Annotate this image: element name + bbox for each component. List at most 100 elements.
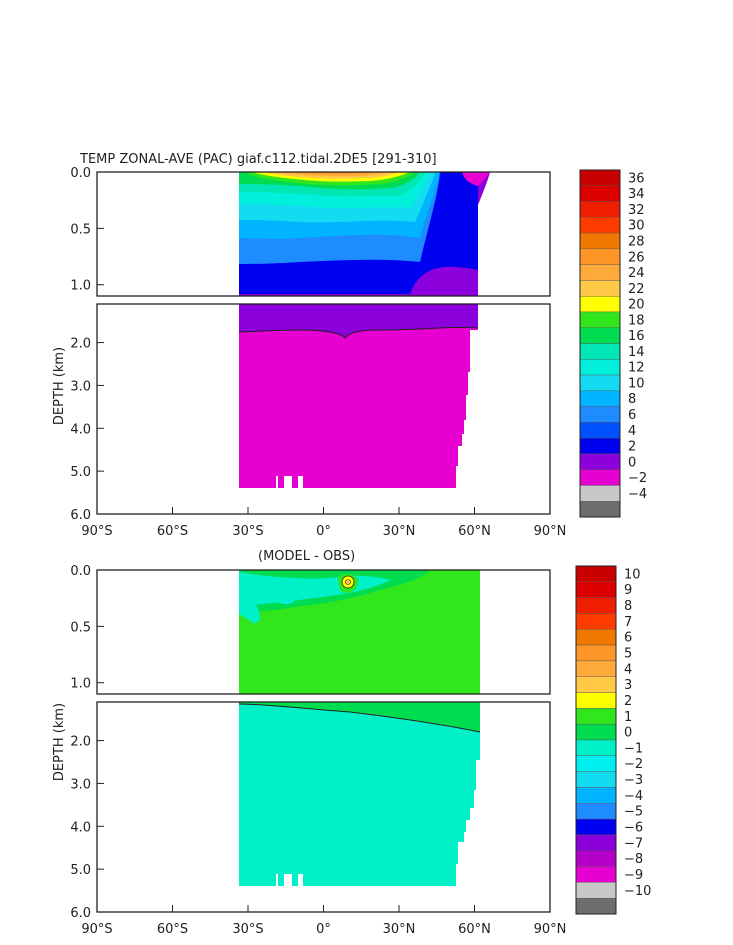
colorbar-label: −4 bbox=[624, 789, 643, 804]
y-tick-label: 4.0 bbox=[70, 422, 91, 437]
colorbar-swatch bbox=[575, 834, 617, 851]
colorbar-swatch bbox=[575, 803, 617, 820]
colorbar-swatch bbox=[579, 264, 621, 281]
colorbar-label: 14 bbox=[628, 345, 645, 360]
x-tick-label: 30°S bbox=[232, 524, 263, 539]
colorbar-swatch bbox=[579, 359, 621, 376]
colorbar-swatch bbox=[575, 581, 617, 598]
colorbar-frame bbox=[579, 169, 621, 518]
colorbar-label: 28 bbox=[628, 234, 645, 249]
y-tick-label: 6.0 bbox=[70, 906, 91, 921]
y-tick-label: 4.0 bbox=[70, 820, 91, 835]
colorbar-label: −5 bbox=[624, 805, 643, 820]
colorbar-label: −6 bbox=[624, 821, 643, 836]
colorbar-swatch bbox=[575, 723, 617, 741]
x-tick-label: 90°N bbox=[534, 524, 567, 539]
x-tick-label: 60°S bbox=[157, 922, 188, 937]
hotspot-3-4 bbox=[345, 579, 351, 585]
contour-2 bbox=[238, 326, 479, 339]
colorbar-swatch bbox=[579, 217, 621, 234]
colorbar-label: 4 bbox=[624, 662, 632, 677]
x-tick-label: 60°N bbox=[458, 524, 491, 539]
bottom-chart: (MODEL - OBS) 0.0 0.5 1.0 2.0 3.0 4.0 5.0 6.0 9… bbox=[52, 549, 651, 937]
colorbar-swatch bbox=[575, 897, 617, 915]
colorbar-swatch bbox=[579, 343, 621, 360]
colorbar-swatch bbox=[579, 232, 621, 250]
colorbar-swatch bbox=[579, 390, 621, 407]
x-tick-label: 90°N bbox=[534, 922, 567, 937]
colorbar-swatch bbox=[579, 501, 621, 518]
field-0-2 bbox=[239, 304, 478, 488]
colorbar-label: 24 bbox=[628, 266, 645, 281]
y-tick-label: 1.0 bbox=[70, 677, 91, 692]
colorbar-label: 2 bbox=[624, 694, 632, 709]
colorbar-swatch bbox=[579, 469, 621, 486]
colorbar-swatch bbox=[579, 201, 621, 218]
colorbar-label: 9 bbox=[624, 583, 632, 598]
colorbar-swatch bbox=[579, 295, 621, 313]
colorbar-label: −2 bbox=[628, 471, 647, 486]
colorbar-swatch bbox=[575, 818, 617, 836]
colorbar-label: −10 bbox=[624, 884, 651, 899]
field-2-4-deep bbox=[239, 304, 478, 338]
colorbar-swatch bbox=[579, 311, 621, 328]
colorbar-label: 6 bbox=[624, 631, 632, 646]
colorbar-label: 22 bbox=[628, 282, 645, 297]
colorbar-swatch bbox=[575, 644, 617, 662]
bottom-y-axis-label: DEPTH (km) bbox=[52, 703, 67, 781]
colorbar-label: 6 bbox=[628, 408, 636, 423]
colorbar-label: −9 bbox=[624, 868, 643, 883]
top-chart-title: TEMP ZONAL-AVE (PAC) giaf.c112.tidal.2DE… bbox=[79, 152, 437, 167]
diff-blob-1-2-a bbox=[405, 592, 432, 664]
colorbar-swatch bbox=[579, 169, 621, 186]
colorbar-swatch bbox=[575, 629, 617, 646]
colorbar-swatch bbox=[575, 850, 617, 867]
colorbar-label: −4 bbox=[628, 487, 647, 502]
colorbar-swatch bbox=[579, 280, 621, 297]
colorbar-label: 2 bbox=[628, 440, 636, 455]
x-tick-label: 0° bbox=[316, 922, 331, 937]
colorbar-swatch bbox=[575, 613, 617, 630]
bottom-chart-title: (MODEL - OBS) bbox=[258, 549, 355, 564]
colorbar-label: 4 bbox=[628, 424, 636, 439]
contour-0 bbox=[238, 703, 481, 733]
field-arctic-4-6 bbox=[440, 172, 455, 190]
top-upper-field bbox=[239, 172, 490, 296]
top-x-axis: 90°S 60°S 30°S 0° 30°N 60°N 90°N bbox=[81, 507, 566, 539]
colorbar-label: 0 bbox=[624, 726, 632, 741]
colorbar-label: 34 bbox=[628, 187, 645, 202]
colorbar-swatch bbox=[579, 406, 621, 423]
top-upper-frame bbox=[96, 171, 551, 297]
colorbar-label: −1 bbox=[624, 741, 643, 756]
y-tick-label: 3.0 bbox=[70, 777, 91, 792]
y-tick-label: 6.0 bbox=[70, 508, 91, 523]
colorbar-label: 3 bbox=[624, 678, 632, 693]
bottom-lower-field bbox=[238, 702, 481, 886]
colorbar-swatch bbox=[575, 660, 617, 677]
y-tick-label: 3.0 bbox=[70, 379, 91, 394]
x-tick-label: 30°S bbox=[232, 922, 263, 937]
colorbar-swatch bbox=[579, 327, 621, 344]
colorbar-label: 32 bbox=[628, 203, 645, 218]
y-tick-label: 2.0 bbox=[70, 735, 91, 750]
colorbar-swatch bbox=[579, 374, 621, 392]
colorbar-label: 16 bbox=[628, 329, 645, 344]
colorbar-swatch bbox=[575, 771, 617, 788]
colorbar-label: 10 bbox=[624, 567, 641, 582]
colorbar-label: 20 bbox=[628, 298, 645, 313]
colorbar-label: 5 bbox=[624, 647, 632, 662]
y-tick-label: 0.0 bbox=[70, 564, 91, 579]
bottom-y-axis: 0.0 0.5 1.0 2.0 3.0 4.0 5.0 6.0 bbox=[70, 564, 104, 921]
colorbar-label: 18 bbox=[628, 313, 645, 328]
colorbar-swatch bbox=[575, 692, 617, 709]
y-tick-label: 0.5 bbox=[70, 222, 91, 237]
y-tick-label: 5.0 bbox=[70, 465, 91, 480]
colorbar-frame bbox=[575, 565, 617, 915]
colorbar-swatch bbox=[575, 565, 617, 583]
colorbar-label: 8 bbox=[628, 392, 636, 407]
bottom-upper-frame bbox=[96, 569, 551, 695]
x-tick-label: 90°S bbox=[81, 524, 112, 539]
colorbar-label: 7 bbox=[624, 615, 632, 630]
y-tick-label: 0.0 bbox=[70, 166, 91, 181]
